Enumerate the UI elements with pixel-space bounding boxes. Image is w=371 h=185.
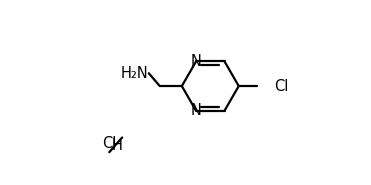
Text: H: H xyxy=(111,138,122,153)
Text: H₂N: H₂N xyxy=(121,66,149,81)
Text: N: N xyxy=(191,103,201,118)
Text: Cl: Cl xyxy=(275,79,289,94)
Text: Cl: Cl xyxy=(102,136,116,151)
Text: N: N xyxy=(191,54,201,69)
